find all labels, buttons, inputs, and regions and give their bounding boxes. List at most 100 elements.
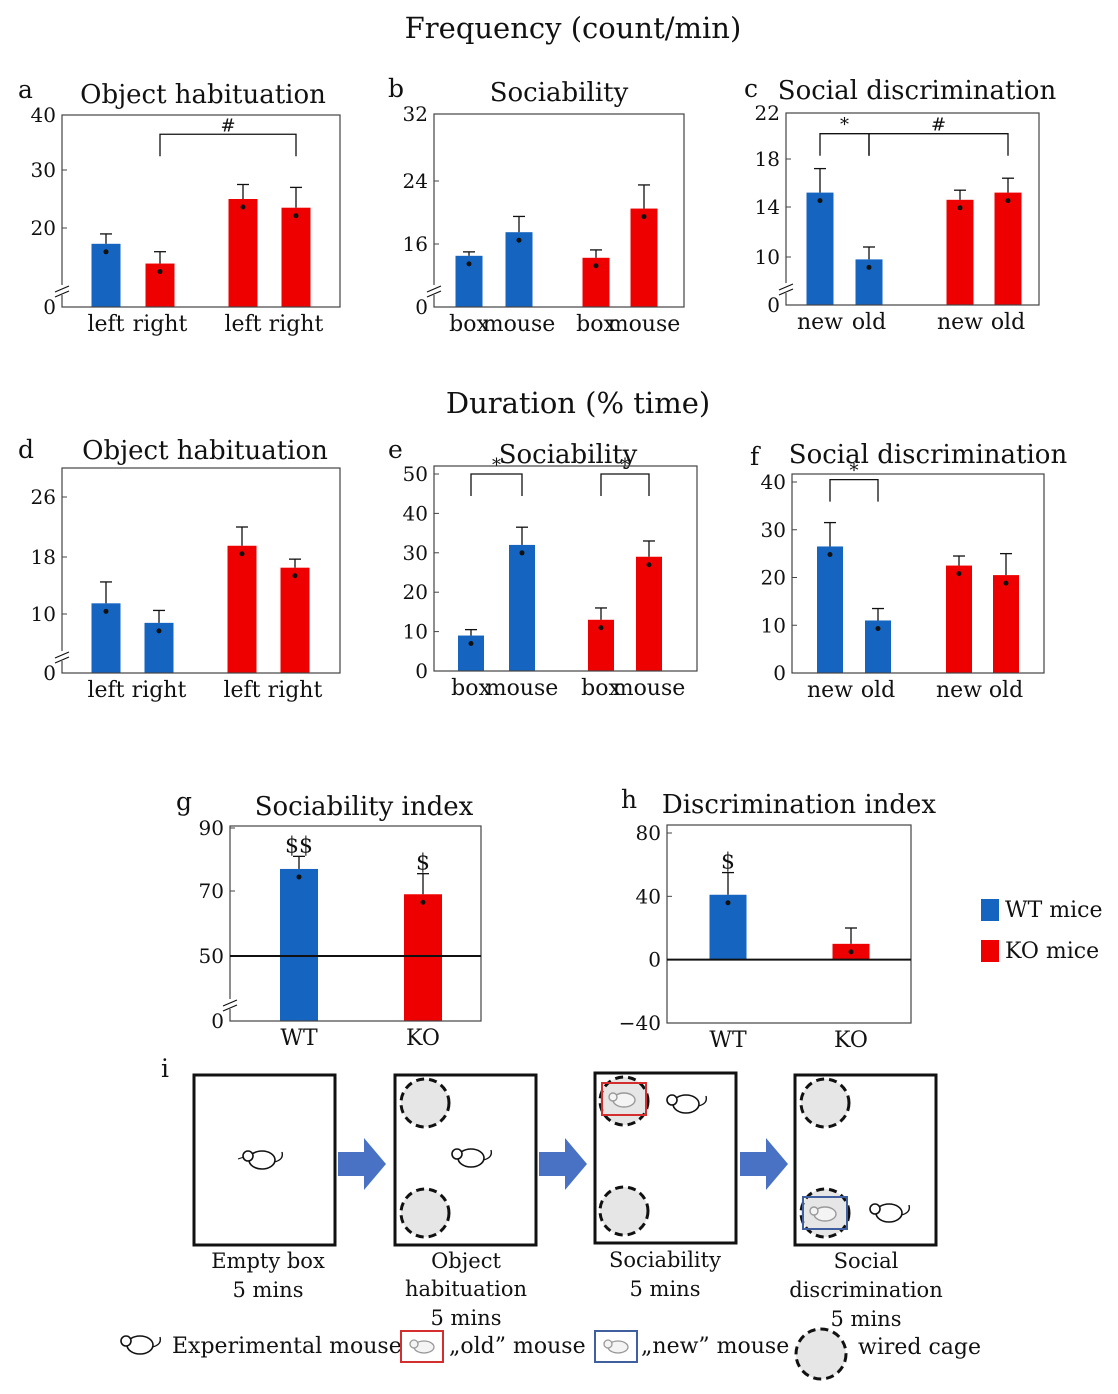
category-label: left — [87, 312, 124, 337]
data-point — [516, 237, 522, 243]
axis-break-mark — [54, 285, 70, 293]
arena-object-habituation — [393, 1073, 538, 1247]
legend-wired-cage-icon — [794, 1327, 848, 1381]
y-tick-label: 30 — [403, 541, 428, 565]
y-tick-label: 10 — [31, 602, 56, 626]
arrow-icon — [740, 1138, 788, 1190]
chart-d: d Object habituation left right left right 0 10… — [18, 435, 341, 703]
y-tick-label: 0 — [43, 661, 56, 685]
axis-break-mark — [222, 999, 238, 1007]
chart-h: h Discrimination index WT KO −40 0 40 80 $ — [619, 785, 937, 1053]
plot-frame — [666, 824, 912, 1024]
significance-bracket — [159, 133, 297, 157]
axis-break-mark — [54, 290, 70, 298]
data-point — [957, 205, 963, 211]
category-label: box — [451, 676, 491, 701]
bar — [281, 207, 311, 307]
category-label: right — [268, 678, 323, 703]
category-label: new — [937, 310, 983, 335]
arrow-icon — [539, 1138, 587, 1190]
chart-title: Sociability — [499, 440, 638, 470]
legend-old-mouse-box — [400, 1330, 444, 1363]
category-label: left — [87, 678, 124, 703]
legend-swatch-wt — [981, 899, 999, 921]
data-point — [103, 249, 109, 255]
plot-frame — [433, 465, 698, 672]
step-label-line: Object — [431, 1249, 501, 1273]
plot-frame — [229, 825, 482, 1022]
chart-title: Object habituation — [80, 80, 326, 110]
y-tick-label: 90 — [199, 816, 224, 840]
plot-frame — [433, 113, 685, 308]
step-label-line: Sociability — [609, 1248, 721, 1272]
axis-break-mark — [222, 1004, 238, 1012]
category-label: KO — [406, 1026, 440, 1051]
significance-label: * — [492, 455, 501, 476]
bar — [505, 232, 533, 307]
y-tick-label: 80 — [636, 821, 661, 845]
data-point — [156, 628, 162, 634]
experimental-mouse-icon — [666, 1094, 708, 1114]
legend-wired-cage: wired cage — [858, 1335, 981, 1360]
data-point — [817, 198, 823, 204]
wired-cage — [399, 1077, 451, 1129]
category-label: new — [936, 678, 982, 703]
axis-break-mark — [54, 656, 70, 664]
bar — [458, 635, 484, 671]
y-tick-label: 0 — [43, 295, 56, 319]
step-label-line: 5 mins — [831, 1307, 902, 1331]
category-label: box — [576, 312, 616, 337]
experimental-mouse-icon — [451, 1148, 493, 1168]
axis-break-mask — [224, 999, 236, 1009]
y-tick-label: 0 — [773, 661, 786, 685]
y-tick-label: 0 — [415, 295, 428, 319]
axis-break-mask — [56, 651, 68, 661]
category-label: right — [133, 312, 188, 337]
y-tick-label: 16 — [403, 232, 428, 256]
category-label: right — [132, 678, 187, 703]
experimental-mouse-icon — [869, 1203, 911, 1223]
legend-new-mouse: „new” mouse — [641, 1334, 789, 1359]
significance-bracket — [819, 133, 870, 156]
legend: WT mice KO mice — [981, 898, 1103, 964]
bar — [709, 894, 747, 960]
y-tick-label: 18 — [755, 147, 780, 171]
y-tick-label: 20 — [31, 216, 56, 240]
bar — [994, 192, 1022, 305]
data-point — [827, 551, 833, 557]
category-label: old — [861, 678, 895, 703]
new-mouse-legend-icon — [603, 1339, 629, 1354]
panel-letter: a — [18, 75, 33, 104]
bar — [946, 565, 972, 673]
significance-label: * — [850, 461, 859, 482]
axis-break-mask — [56, 285, 68, 295]
data-point — [296, 874, 302, 880]
y-tick-label: −40 — [619, 1011, 661, 1035]
category-label: mouse — [613, 676, 686, 701]
experimental-mouse-legend-icon — [120, 1335, 162, 1355]
chart-a: a Object habituation left right left right 0 20… — [18, 75, 341, 337]
legend-experimental-mouse: Experimental mouse — [172, 1334, 402, 1359]
legend-label-ko: KO mice — [1005, 939, 1099, 964]
y-tick-label: 30 — [761, 518, 786, 542]
protocol-diagram: i — [120, 1054, 981, 1381]
significance-label: * — [621, 455, 630, 476]
y-tick-label: 50 — [403, 462, 428, 486]
y-tick-label: 14 — [755, 195, 780, 219]
category-label: WT — [709, 1028, 747, 1053]
step-label-line: 5 mins — [630, 1277, 701, 1301]
arena-social-discrimination — [793, 1073, 938, 1247]
bar — [817, 546, 843, 673]
step-label-line: 5 mins — [233, 1278, 304, 1302]
bar — [946, 199, 974, 305]
y-tick-label: 22 — [755, 101, 780, 125]
bar — [509, 544, 535, 671]
panel-letter: h — [621, 785, 637, 814]
data-point — [646, 562, 652, 568]
bar — [227, 545, 257, 673]
chart-title: Social discrimination — [778, 76, 1057, 106]
